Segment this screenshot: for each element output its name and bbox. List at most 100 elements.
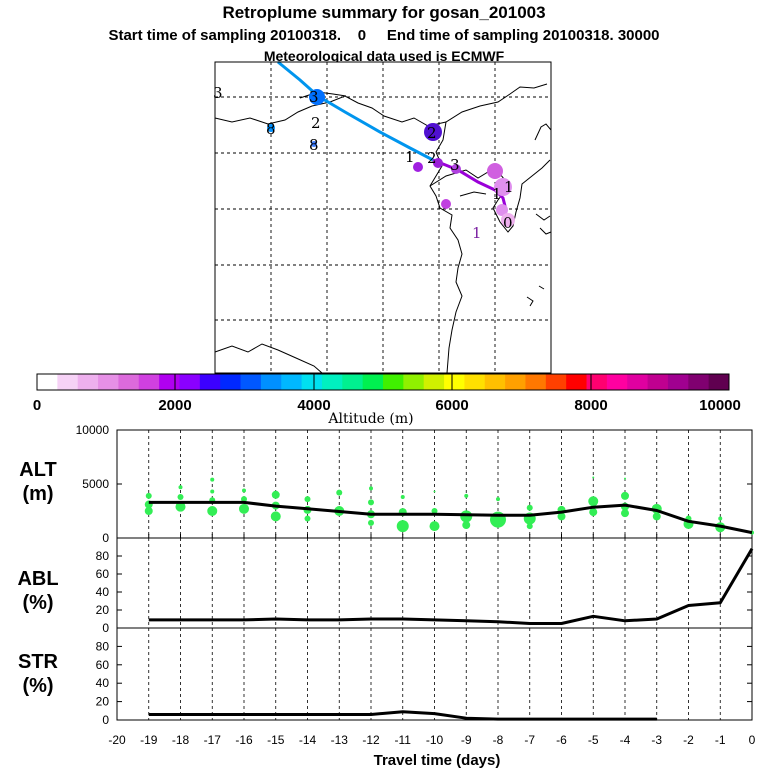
y-tick-label: 0 (102, 531, 109, 545)
str-ylabel-line1: STR (18, 651, 59, 673)
altitude-cluster-point (526, 523, 533, 530)
cluster-labels: 3 3 8 2 8 2 1 2 3 1 1 0 1 (213, 84, 514, 242)
altitude-cluster-point (718, 516, 723, 521)
x-tick-label: -19 (140, 733, 158, 747)
cluster-label: 2 (311, 114, 321, 132)
cluster-marker (441, 199, 451, 209)
trajectory-segment-upper (277, 60, 434, 162)
x-tick-label: -11 (395, 733, 412, 747)
altitude-cluster-point (239, 503, 249, 514)
y-tick-label: 20 (96, 695, 110, 709)
colorbar-swatch (57, 374, 79, 390)
x-tick-label: -17 (204, 733, 222, 747)
cluster-markers (267, 89, 515, 227)
colorbar-swatch (586, 374, 608, 390)
colorbar-swatch (301, 374, 323, 390)
colorbar-swatch (464, 374, 486, 390)
altitude-cluster-point (270, 511, 281, 522)
x-tick-label: -1 (715, 733, 726, 747)
altitude-cluster-point (368, 519, 374, 526)
y-tick-label: 40 (96, 585, 110, 599)
panel-alt: 0 5000 10000 (76, 423, 754, 545)
colorbar-tick-labels: 0 2000 4000 6000 8000 10000 (33, 397, 741, 414)
series-line-str (148, 710, 657, 721)
map-graticule (215, 62, 551, 373)
cluster-label: 1 (472, 224, 482, 242)
x-tick-label: -2 (683, 733, 694, 747)
altitude-cluster-point (624, 477, 626, 480)
colorbar-tick: 8000 (574, 397, 607, 414)
x-tick-label: -10 (426, 733, 444, 747)
colorbar-swatch (98, 374, 119, 390)
colorbar-swatch (199, 374, 221, 390)
colorbar-swatch (220, 374, 242, 390)
altitude-cluster-point (464, 493, 469, 498)
cluster-label: 2 (427, 149, 437, 167)
colorbar-swatch (606, 374, 628, 390)
colorbar-swatch (708, 374, 730, 390)
series-line-alt (148, 500, 753, 535)
cluster-label: 2 (427, 124, 437, 142)
y-tick-label: 60 (96, 658, 110, 672)
cluster-label: 3 (213, 84, 223, 102)
altitude-cluster-point (177, 493, 184, 500)
cluster-label: 3 (309, 88, 319, 106)
colorbar-swatch (484, 374, 506, 390)
altitude-cluster-point (144, 507, 153, 515)
altitude-cluster-point (526, 504, 533, 511)
cluster-marker (487, 163, 503, 179)
colorbar-frame (36, 373, 730, 391)
cluster-label: 8 (309, 136, 319, 154)
colorbar-swatch (179, 374, 201, 390)
colorbar-swatch (118, 374, 140, 390)
y-tick-label: 60 (96, 567, 110, 581)
colorbar-tick: 10000 (699, 397, 741, 414)
altitude-cluster-point (336, 489, 343, 496)
colorbar-swatch (444, 374, 465, 390)
x-tick-label: -9 (461, 733, 472, 747)
colorbar-swatch (383, 374, 404, 390)
series-line-abl (148, 548, 754, 625)
cluster-marker (424, 123, 442, 141)
altitude-cluster-point (433, 490, 436, 493)
sampling-time-line: Start time of sampling 20100318. 0 End t… (108, 27, 659, 44)
colorbar-swatch (505, 374, 526, 390)
x-tick-label: -7 (524, 733, 535, 747)
altitude-cluster-point (210, 489, 215, 494)
x-tick-label: -16 (235, 733, 253, 747)
colorbar-swatch (566, 374, 588, 390)
alt-ylabel-line1: ALT (19, 459, 56, 481)
altitude-cluster-point (589, 508, 598, 517)
altitude-cluster-point (178, 485, 183, 490)
x-tick-label: -8 (493, 733, 504, 747)
colorbar-swatch (260, 374, 282, 390)
y-tick-label: 0 (102, 713, 109, 727)
met-data-line: Meteorological data used is ECMWF (264, 48, 505, 64)
abl-ylabel-line1: ABL (17, 568, 58, 590)
altitude-colorbar (36, 373, 730, 391)
altitude-cluster-point (431, 508, 438, 514)
altitude-cluster-point (462, 521, 471, 530)
coastlines-borders (214, 83, 552, 374)
colorbar-tick: 0 (33, 397, 41, 414)
x-tick-label: -6 (556, 733, 567, 747)
altitude-cluster-point (496, 497, 500, 502)
abl-ylabel-line2: (%) (22, 592, 53, 614)
cluster-marker (496, 204, 508, 216)
cluster-marker (311, 141, 317, 147)
y-tick-label: 80 (96, 549, 110, 563)
altitude-cluster-point (652, 512, 661, 521)
altitude-cluster-point (271, 490, 280, 499)
cluster-label: 3 (450, 156, 460, 174)
cluster-label: 1 (405, 148, 415, 166)
cluster-marker (309, 89, 325, 105)
x-tick-label: -5 (588, 733, 599, 747)
colorbar-swatch (403, 374, 425, 390)
colorbar-swatch (667, 374, 689, 390)
y-tick-label: 10000 (76, 423, 110, 437)
colorbar-swatch (688, 374, 710, 390)
altitude-cluster-point (592, 476, 595, 479)
altitude-cluster-point (460, 510, 473, 523)
altitude-cluster-point (368, 499, 374, 506)
x-tick-label: 0 (749, 733, 756, 747)
